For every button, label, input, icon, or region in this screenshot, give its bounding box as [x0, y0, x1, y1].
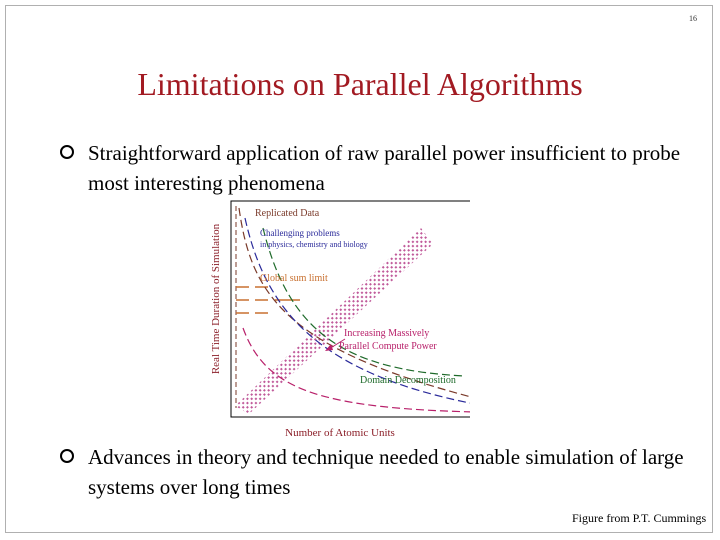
simulation-scaling-figure: Real Time Duration of Simulation Number … — [210, 200, 470, 439]
challenging-curve — [244, 217, 470, 404]
challenging-label-line2: in physics, chemistry and biology — [260, 240, 368, 249]
plot-frame — [230, 200, 470, 418]
bullet-circle-icon — [60, 145, 74, 159]
global-sum-label: Global sum limit — [260, 273, 328, 284]
bullet-item: Advances in theory and technique needed … — [60, 442, 708, 502]
slide-title: Limitations on Parallel Algorithms — [137, 66, 583, 102]
page-number: 16 — [689, 14, 697, 23]
replicated-data-label: Replicated Data — [255, 208, 320, 219]
lower-curve — [242, 327, 470, 413]
x-axis-label: Number of Atomic Units — [285, 427, 395, 439]
figure-credit: Figure from P.T. Cummings — [572, 511, 707, 525]
global-sum-dashes — [236, 286, 300, 314]
compute-power-band — [235, 228, 433, 414]
increasing-label-line1: Increasing Massively — [344, 328, 429, 339]
bullet-item: Straightforward application of raw paral… — [60, 138, 708, 198]
y-axis-label: Real Time Duration of Simulation — [210, 223, 222, 374]
domain-curve — [262, 227, 466, 377]
bullet-circle-icon — [60, 449, 74, 463]
bullet-text: Straightforward application of raw paral… — [88, 141, 681, 195]
increasing-arrow-head — [325, 344, 333, 351]
domain-decomposition-label: Domain Decomposition — [360, 375, 456, 386]
increasing-label-line2: Parallel Compute Power — [339, 341, 437, 352]
challenging-label-line1: Challenging problems — [260, 228, 340, 238]
replicated-data-curve — [238, 207, 470, 398]
slide-frame — [5, 5, 713, 533]
bullet-text: Advances in theory and technique needed … — [88, 445, 684, 499]
